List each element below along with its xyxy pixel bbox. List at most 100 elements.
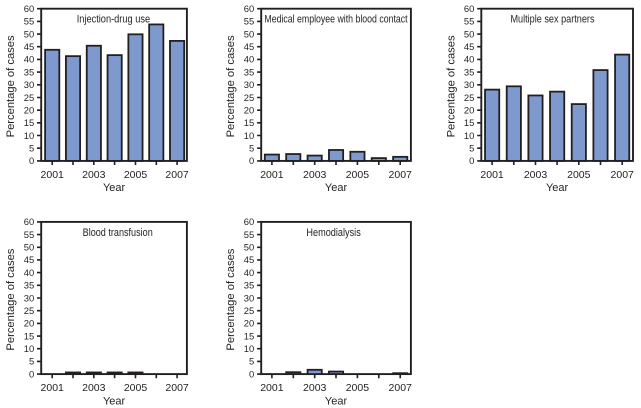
svg-text:0: 0 [469,155,474,166]
svg-text:Year: Year [325,182,348,194]
svg-text:5: 5 [249,356,254,367]
svg-text:50: 50 [244,242,254,253]
svg-text:2003: 2003 [82,382,106,394]
svg-text:25: 25 [24,305,34,316]
svg-text:2001: 2001 [260,382,284,394]
svg-text:Percentage of cases: Percentage of cases [445,35,457,137]
svg-text:35: 35 [24,280,34,291]
svg-text:15: 15 [24,117,34,128]
svg-text:5: 5 [469,143,474,154]
svg-text:35: 35 [24,66,34,77]
svg-text:55: 55 [464,16,474,27]
svg-text:20: 20 [244,105,254,116]
svg-text:2007: 2007 [165,169,189,181]
svg-text:10: 10 [244,130,254,141]
svg-text:15: 15 [464,117,474,128]
svg-text:10: 10 [244,343,254,354]
svg-text:20: 20 [24,105,34,116]
svg-text:30: 30 [464,79,474,90]
svg-text:2001: 2001 [260,169,284,181]
svg-text:Year: Year [103,395,126,407]
svg-text:30: 30 [24,79,34,90]
svg-text:30: 30 [24,292,34,303]
svg-text:2003: 2003 [82,169,106,181]
svg-text:40: 40 [244,54,254,65]
svg-text:2007: 2007 [611,169,635,181]
svg-text:40: 40 [464,54,474,65]
svg-text:50: 50 [24,28,34,39]
svg-text:2007: 2007 [389,169,413,181]
svg-text:15: 15 [24,330,34,341]
svg-text:2007: 2007 [165,382,189,394]
svg-text:30: 30 [244,79,254,90]
svg-text:60: 60 [464,3,474,14]
svg-text:10: 10 [24,343,34,354]
svg-text:40: 40 [244,267,254,278]
svg-text:Percentage of cases: Percentage of cases [5,248,17,350]
svg-text:35: 35 [464,66,474,77]
svg-text:20: 20 [244,318,254,329]
svg-text:60: 60 [244,216,254,227]
svg-text:35: 35 [244,66,254,77]
svg-text:2005: 2005 [124,169,148,181]
svg-text:25: 25 [24,92,34,103]
svg-text:0: 0 [29,368,34,379]
svg-text:55: 55 [24,229,34,240]
svg-text:10: 10 [464,130,474,141]
svg-text:Year: Year [103,182,126,194]
svg-text:60: 60 [244,3,254,14]
svg-text:10: 10 [24,130,34,141]
svg-text:45: 45 [244,254,254,265]
svg-text:50: 50 [244,28,254,39]
svg-text:Blood transfusion: Blood transfusion [83,227,153,239]
svg-text:2003: 2003 [524,169,548,181]
svg-text:35: 35 [244,280,254,291]
svg-text:2007: 2007 [389,382,413,394]
svg-text:Percentage of cases: Percentage of cases [225,248,237,350]
svg-text:40: 40 [24,54,34,65]
svg-text:45: 45 [244,41,254,52]
svg-text:0: 0 [249,368,254,379]
svg-text:2003: 2003 [303,169,327,181]
svg-text:25: 25 [464,92,474,103]
svg-text:2005: 2005 [567,169,591,181]
svg-text:2001: 2001 [480,169,504,181]
svg-text:20: 20 [24,318,34,329]
svg-text:45: 45 [464,41,474,52]
svg-text:Year: Year [325,395,348,407]
svg-text:20: 20 [464,105,474,116]
svg-text:60: 60 [24,3,34,14]
svg-text:2003: 2003 [303,382,327,394]
svg-text:45: 45 [24,41,34,52]
svg-text:Year: Year [546,182,569,194]
svg-text:2001: 2001 [41,382,65,394]
svg-text:Percentage of cases: Percentage of cases [5,35,17,137]
svg-text:25: 25 [244,305,254,316]
svg-text:40: 40 [24,267,34,278]
svg-text:2005: 2005 [346,169,370,181]
svg-text:2005: 2005 [124,382,148,394]
svg-text:Injection-drug use: Injection-drug use [77,14,150,26]
svg-text:0: 0 [249,155,254,166]
svg-text:15: 15 [244,330,254,341]
svg-text:0: 0 [29,155,34,166]
svg-text:60: 60 [24,216,34,227]
svg-text:Hemodialysis: Hemodialysis [306,227,361,239]
svg-text:50: 50 [24,242,34,253]
svg-text:55: 55 [244,229,254,240]
svg-text:30: 30 [244,292,254,303]
svg-text:Medical employee with blood co: Medical employee with blood contact [264,14,407,26]
svg-text:50: 50 [464,28,474,39]
svg-text:Multiple sex partners: Multiple sex partners [510,14,595,26]
svg-text:5: 5 [29,143,34,154]
svg-text:2005: 2005 [346,382,370,394]
svg-text:5: 5 [29,356,34,367]
svg-text:55: 55 [244,16,254,27]
svg-text:2001: 2001 [41,169,65,181]
svg-text:5: 5 [249,143,254,154]
svg-text:55: 55 [24,16,34,27]
svg-text:Percentage of cases: Percentage of cases [225,35,237,137]
svg-text:45: 45 [24,254,34,265]
svg-text:25: 25 [244,92,254,103]
svg-text:15: 15 [244,117,254,128]
